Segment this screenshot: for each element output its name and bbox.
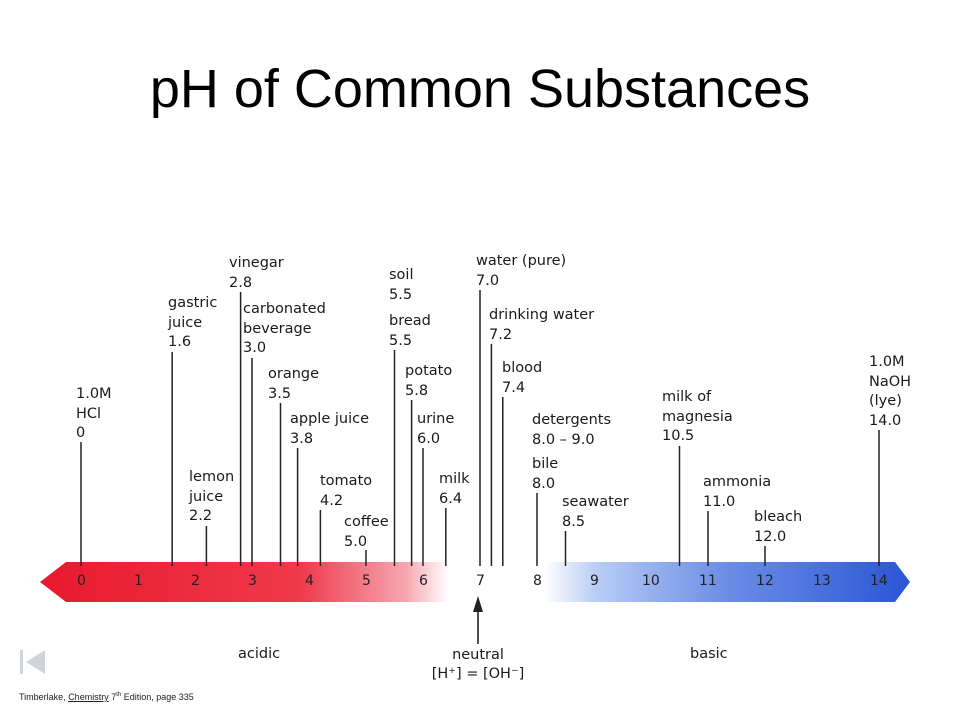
tick-label-1: 1 bbox=[134, 573, 143, 589]
citation-edition-sup: th bbox=[116, 692, 122, 698]
citation: Timberlake, Chemistry 7th Edition, page … bbox=[19, 692, 194, 702]
substance-label-water: water (pure) 7.0 bbox=[476, 253, 567, 289]
neutral-equation: [H⁺] = [OH⁻] bbox=[431, 666, 525, 682]
substance-label-hcl: 1.0M HCl 0 bbox=[76, 386, 112, 441]
ph-scale-arrow bbox=[40, 562, 910, 602]
citation-book: Chemistry bbox=[68, 692, 109, 702]
tick-label-6: 6 bbox=[419, 573, 428, 589]
substance-label-tomato: tomato 4.2 bbox=[320, 473, 373, 509]
neutral-arrow bbox=[473, 596, 483, 644]
substance-label-potato: potato 5.8 bbox=[405, 363, 453, 399]
substance-label-bleach: bleach 12.0 bbox=[754, 509, 803, 545]
substance-label-milk: milk 6.4 bbox=[439, 471, 470, 507]
tick-label-2: 2 bbox=[191, 573, 200, 589]
citation-author: Timberlake, bbox=[19, 692, 69, 702]
substance-label-coffee: coffee 5.0 bbox=[344, 514, 389, 550]
substance-label-naoh: 1.0M NaOH (lye) 14.0 bbox=[869, 354, 912, 429]
substance-label-vinegar: vinegar 2.8 bbox=[229, 255, 284, 291]
substance-label-blood: blood 7.4 bbox=[502, 360, 543, 396]
substance-label-drinking: drinking water 7.2 bbox=[489, 307, 595, 343]
tick-label-11: 11 bbox=[699, 573, 717, 589]
substance-label-lemon: lemon juice 2.2 bbox=[189, 469, 235, 524]
substance-label-bile: bile 8.0 bbox=[532, 456, 559, 492]
tick-label-8: 8 bbox=[533, 573, 542, 589]
tick-label-7: 7 bbox=[476, 573, 485, 589]
substance-label-apple: apple juice 3.8 bbox=[290, 411, 369, 447]
tick-label-0: 0 bbox=[77, 573, 86, 589]
acidic-label: acidic bbox=[238, 646, 281, 662]
page-title: pH of Common Substances bbox=[149, 59, 811, 119]
substance-label-soil: soil 5.5 bbox=[389, 267, 414, 303]
tick-label-9: 9 bbox=[590, 573, 599, 589]
tick-label-5: 5 bbox=[362, 573, 371, 589]
substance-label-detergents: detergents 8.0 – 9.0 bbox=[532, 412, 611, 448]
tick-label-12: 12 bbox=[756, 573, 774, 589]
basic-label: basic bbox=[690, 646, 728, 662]
tick-label-10: 10 bbox=[642, 573, 660, 589]
tick-label-13: 13 bbox=[813, 573, 831, 589]
tick-label-4: 4 bbox=[305, 573, 314, 589]
substance-label-ammonia: ammonia 11.0 bbox=[703, 474, 772, 510]
substance-label-seawater: seawater 8.5 bbox=[562, 494, 629, 530]
tick-label-14: 14 bbox=[870, 573, 888, 589]
substance-label-carbonated: carbonated beverage 3.0 bbox=[243, 301, 326, 356]
substance-label-bread: bread 5.5 bbox=[389, 313, 431, 349]
neutral-text: neutral bbox=[452, 647, 504, 663]
back-to-start-icon[interactable] bbox=[19, 648, 47, 676]
substance-label-orange: orange 3.5 bbox=[268, 366, 320, 402]
citation-edition: 7 bbox=[108, 692, 117, 702]
substance-label-milkmag: milk of magnesia 10.5 bbox=[662, 389, 733, 444]
substance-label-urine: urine 6.0 bbox=[417, 411, 455, 447]
substance-label-gastric: gastric juice 1.6 bbox=[168, 295, 218, 350]
citation-rest: Edition, page 335 bbox=[121, 692, 194, 702]
neutral-label: neutral [H⁺] = [OH⁻] bbox=[418, 646, 538, 684]
tick-label-3: 3 bbox=[248, 573, 257, 589]
stem-lines bbox=[80, 290, 880, 566]
